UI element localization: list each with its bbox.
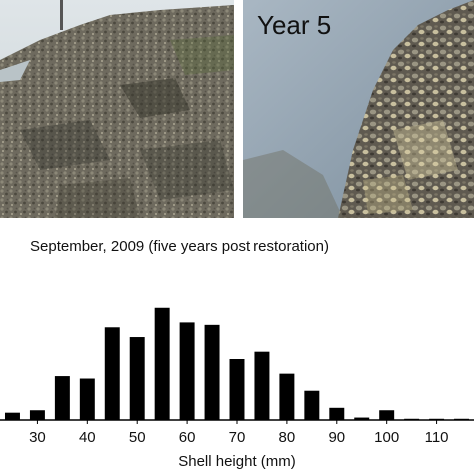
- bar-25mm: [4, 412, 20, 420]
- oyster-reef-photo-left: [0, 0, 234, 218]
- bar-65mm: [204, 324, 220, 420]
- bar-90mm: [329, 407, 345, 420]
- x-tick-label: 70: [229, 429, 246, 446]
- bars-group: [4, 307, 470, 420]
- x-tick-label: 90: [328, 429, 345, 446]
- x-tick-label: 60: [179, 429, 196, 446]
- x-tick-label: 80: [279, 429, 296, 446]
- shell-height-histogram: 30 40 50 60 70 80 90 100 110 Shell height (mm): [0, 307, 474, 470]
- bar-40mm: [79, 378, 95, 420]
- bar-60mm: [179, 322, 195, 420]
- x-ticks-group: 30 40 50 60 70 80 90 100 110: [29, 420, 449, 446]
- x-tick-label: 110: [425, 429, 449, 446]
- x-tick-label: 100: [374, 429, 399, 446]
- bar-30mm: [29, 410, 45, 420]
- bar-70mm: [229, 359, 245, 420]
- reef-rocks-image: [0, 0, 234, 218]
- bar-85mm: [304, 390, 320, 420]
- bar-75mm: [254, 351, 270, 420]
- oyster-reef-photo-right: Year 5: [243, 0, 474, 218]
- year-label: Year 5: [257, 10, 332, 40]
- bar-80mm: [279, 373, 295, 420]
- x-tick-label: 50: [129, 429, 146, 446]
- bar-35mm: [54, 376, 70, 420]
- bar-45mm: [104, 327, 120, 420]
- bar-50mm: [129, 337, 145, 420]
- x-tick-label: 30: [29, 429, 46, 446]
- oyster-cluster-image: [243, 0, 474, 218]
- chart-title: September, 2009 (five years post restora…: [30, 238, 329, 255]
- x-tick-label: 40: [79, 429, 96, 446]
- bar-100mm: [379, 410, 395, 420]
- bar-55mm: [154, 307, 170, 420]
- bar-95mm: [354, 417, 370, 420]
- x-axis-label: Shell height (mm): [178, 453, 296, 470]
